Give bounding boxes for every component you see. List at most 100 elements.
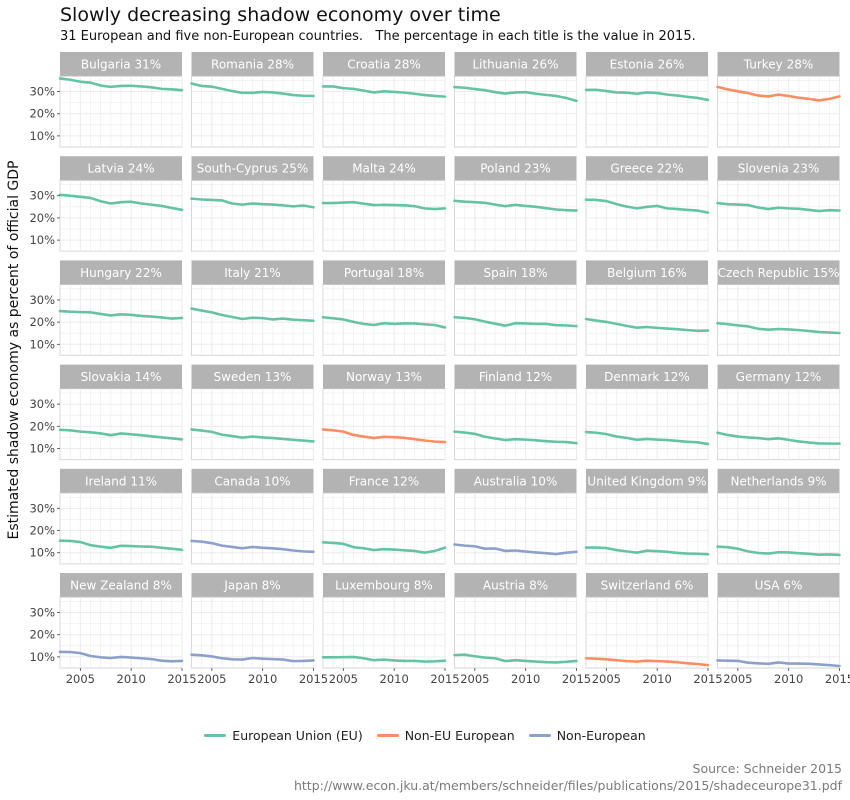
facet-title: USA 6% [755,579,803,593]
facet-strip [717,52,840,76]
facet-strip [60,52,182,76]
series-line [321,315,447,329]
facet-strip [191,156,314,181]
facet-strip [323,468,445,493]
facet-panel: United Kingdom 9% [584,468,710,565]
facet-strip [191,364,314,389]
legend-item-eu: European Union (EU) [204,728,363,743]
series-line [190,539,315,554]
facet-strip [717,364,840,389]
series-line [190,307,315,323]
source-note: Source: Schneider 2015 http://www.econ.j… [294,760,842,794]
facet-title: Czech Republic 15% [718,266,840,280]
series-line [190,653,315,663]
facet-panel: Italy 21% [190,260,315,356]
facet-panel: Ireland 11% 10% 20% 30% [29,468,184,565]
facet-strip [323,573,445,597]
y-tick-label: 20% [29,628,55,642]
y-tick-label: 20% [29,315,55,329]
facet-panel: Denmark 12% [584,364,710,461]
x-tick-label: 2010 [511,672,540,686]
x-tick-label: 2015 [299,672,328,686]
facet-panel: Austria 8% 2005 2010 2015 [453,573,591,686]
facet-title: Canada 10% [214,474,290,488]
facet-panel: Japan 8% 2005 2010 2015 [190,573,328,686]
y-tick-label: 30% [29,606,55,620]
series-line [716,431,841,445]
y-tick-label: 10% [29,233,55,247]
chart-subtitle: 31 European and five non-European countr… [60,29,696,44]
series-line [58,309,184,320]
facet-strip [60,364,182,389]
facet-title: Ireland 11% [85,474,157,488]
x-tick-label: 2010 [248,672,277,686]
facet-strip [60,260,182,285]
facet-panel: Portugal 18% [321,260,447,356]
legend-swatch-non-eu [376,734,399,737]
facet-strip [717,156,840,181]
series-line [584,656,710,667]
facet-panel: Estonia 26% [584,52,710,148]
series-line [453,85,578,103]
facet-panel: Latvia 24% 10% 20% 30% [29,156,184,252]
facet-panel: Belgium 16% [584,260,710,356]
series-line [190,82,315,98]
facet-strip [323,260,445,285]
y-tick-label: 30% [29,397,55,411]
facet-strip [454,260,577,285]
facet-title: Netherlands 9% [731,474,827,488]
y-tick-label: 20% [29,107,55,121]
facet-title: Denmark 12% [604,370,690,384]
facet-title: Romania 28% [211,58,294,72]
facet-title: Greece 22% [610,162,683,176]
x-tick-label: 2005 [592,672,621,686]
series-line [584,430,710,446]
facet-strip [586,364,708,389]
x-tick-label: 2015 [167,672,196,686]
facet-title: Spain 18% [483,266,547,280]
facet-strip [191,260,314,285]
legend-label-non-european: Non-European [556,728,646,743]
series-line [190,428,315,443]
facet-title: Latvia 24% [87,162,154,176]
series-line [58,77,184,92]
facet-strip [717,468,840,493]
facet-title: Poland 23% [480,162,551,176]
facet-panel: Hungary 22% 10% 20% 30% [29,260,184,356]
y-tick-label: 10% [29,442,55,456]
x-tick-label: 2005 [460,672,489,686]
series-line [716,85,841,102]
x-tick-label: 2005 [66,672,95,686]
facet-panel: Spain 18% [453,260,578,356]
facet-title: France 12% [349,474,419,488]
facet-title: Bulgaria 31% [81,58,161,72]
facet-panel: Romania 28% [190,52,315,148]
facet-title: Turkey 28% [743,58,814,72]
facet-panel: Malta 24% [321,156,447,252]
facet-strip [454,468,577,493]
series-line [321,540,447,555]
x-tick-label: 2010 [380,672,409,686]
facet-panel: Croatia 28% [321,52,447,148]
legend-swatch-eu [204,734,227,737]
facet-panel: Czech Republic 15% [716,260,841,356]
facet-title: Slovakia 14% [81,370,162,384]
facet-panel: Netherlands 9% [716,468,841,565]
facet-title: Slovenia 23% [738,162,820,176]
series-line [321,85,447,98]
facet-panel: Lithuania 26% [453,52,578,148]
series-line [321,428,447,444]
facet-strip [323,52,445,76]
series-line [716,321,841,335]
facet-title: Australia 10% [474,474,558,488]
facet-strip [717,573,840,597]
facet-title: Estonia 26% [610,58,685,72]
series-line [716,545,841,557]
series-line [584,198,710,214]
x-tick-label: 2005 [329,672,358,686]
facet-panel: Sweden 13% [190,364,315,461]
facet-panel: Australia 10% [453,468,578,565]
facet-strip [60,156,182,181]
facet-title: Finland 12% [479,370,552,384]
facet-panel: Norway 13% [321,364,447,461]
